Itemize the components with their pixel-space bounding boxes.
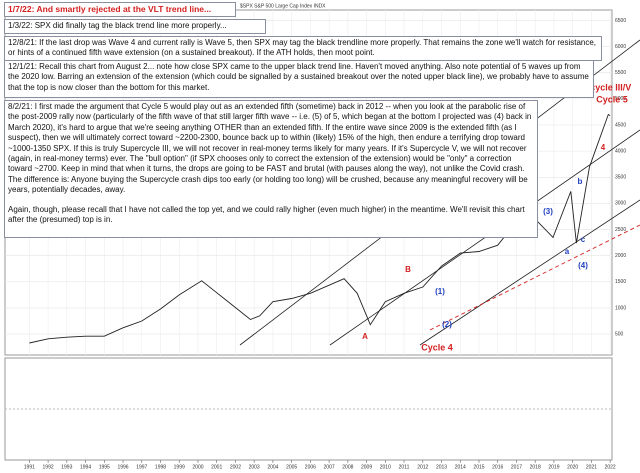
x-tick-label: 2022 [605,464,616,470]
note: 8/2/21: I first made the argument that C… [4,100,538,238]
x-tick-label: 1996 [117,464,128,470]
indicator-panel [4,357,613,461]
wave-label: A [362,332,368,341]
wave-label: Supercycle III/V [565,82,632,92]
x-tick-label: 2014 [455,464,466,470]
note-text: 1/3/22: SPX did finally tag the black tr… [8,21,227,30]
y-tick-label: 2500 [615,227,626,233]
x-tick-label: 2012 [417,464,428,470]
x-tick-label: 2019 [548,464,559,470]
wave-label: 4 [601,143,606,152]
y-tick-label: 5000 [615,96,626,102]
x-tick-label: 2005 [286,464,297,470]
x-tick-label: 2020 [567,464,578,470]
note-text: 12/1/21: Recall this chart from August 2… [8,62,589,92]
chart-header: $SPX S&P 500 Large Cap Index INDX [240,3,326,9]
y-tick-label: 1500 [615,279,626,285]
x-tick-label: 2015 [473,464,484,470]
y-tick-label: 6000 [615,44,626,50]
trend-line [419,199,640,346]
x-tick-label: 2011 [399,464,410,470]
x-tick-label: 1995 [99,464,110,470]
x-tick-label: 1998 [155,464,166,470]
x-tick-label: 2010 [380,464,391,470]
y-tick-label: 500 [615,331,624,337]
x-tick-label: 1992 [43,464,54,470]
note: 1/3/22: SPX did finally tag the black tr… [4,19,266,34]
x-tick-label: 2009 [361,464,372,470]
x-tick-label: 1997 [136,464,147,470]
x-tick-label: 2021 [586,464,597,470]
y-tick-label: 4000 [615,148,626,154]
y-tick-label: 4500 [615,122,626,128]
x-tick-label: 2001 [211,464,222,470]
x-tick-label: 1999 [174,464,185,470]
wave-label: c [581,235,586,244]
x-tick-label: 2008 [342,464,353,470]
note: 12/1/21: Recall this chart from August 2… [4,60,594,98]
y-tick-label: 1000 [615,305,626,311]
x-tick-label: 2002 [230,464,241,470]
wave-label: Cycle 5 [596,94,628,104]
x-tick-label: 1993 [61,464,72,470]
note: 12/8/21: If the last drop was Wave 4 and… [4,36,602,61]
y-tick-label: 2000 [615,253,626,259]
x-tick-label: 2006 [305,464,316,470]
x-tick-label: 2018 [530,464,541,470]
note-text: Again, though, please recall that I have… [8,204,525,225]
wave-label: (3) [543,207,553,216]
x-tick-label: 2013 [436,464,447,470]
note: 1/7/22: And smartly rejected at the VLT … [4,2,236,17]
note-text: 12/8/21: If the last drop was Wave 4 and… [8,38,597,58]
note-text: 8/2/21: I first made the argument that C… [8,102,532,195]
x-tick-label: 2003 [249,464,260,470]
x-tick-label: 2000 [192,464,203,470]
wave-label: (4) [578,261,588,270]
y-tick-label: 3000 [615,201,626,207]
x-tick-label: 1991 [24,464,35,470]
wave-label: Cycle 4 [421,342,453,352]
x-tick-label: 1994 [80,464,91,470]
note-text: 1/7/22: And smartly rejected at the VLT … [8,4,212,14]
wave-label: (2) [442,320,452,329]
x-tick-label: 2016 [492,464,503,470]
y-tick-label: 5500 [615,70,626,76]
x-tick-label: 2004 [267,464,278,470]
y-tick-label: 6500 [615,18,626,24]
wave-label: a [565,247,570,256]
wave-label: (1) [435,287,445,296]
wave-label: b [578,177,583,186]
x-tick-label: 2017 [511,464,522,470]
wave-label: B [405,265,411,274]
price-line [29,113,611,344]
x-tick-label: 2007 [324,464,335,470]
y-tick-label: 3500 [615,175,626,181]
